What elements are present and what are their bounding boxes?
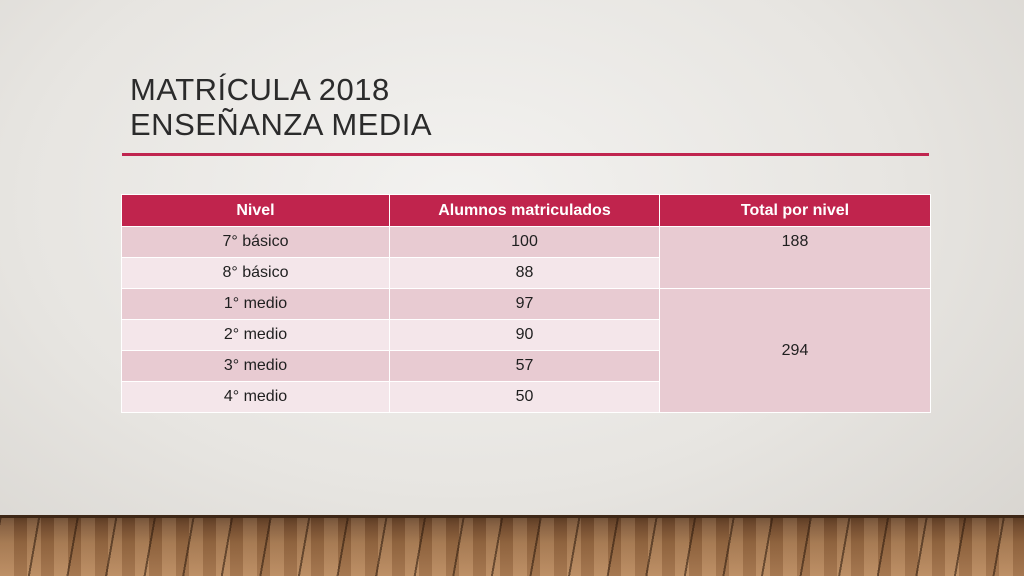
table-row: 3° medio 57 <box>121 350 931 382</box>
cell-nivel: 8° básico <box>121 257 390 289</box>
cell-total-medio: 294 <box>659 288 931 413</box>
header-nivel: Nivel <box>121 194 390 227</box>
cell-alumnos: 88 <box>389 257 660 289</box>
table-row: 7° básico 100 188 <box>121 226 931 289</box>
cell-total-basico: 188 <box>659 226 931 289</box>
table-header-row: Nivel Alumnos matriculados Total por niv… <box>121 194 931 227</box>
header-alumnos: Alumnos matriculados <box>389 194 660 227</box>
cell-nivel: 1° medio <box>121 288 390 320</box>
floor-planks <box>0 515 1024 576</box>
cell-alumnos: 57 <box>389 350 660 382</box>
table-row: 1° medio 97 294 <box>121 288 931 413</box>
floor-edge <box>0 515 1024 518</box>
title-line-1: Matrícula 2018 <box>130 72 390 107</box>
enrollment-table-container: Nivel Alumnos matriculados Total por niv… <box>121 194 931 413</box>
cell-nivel: 4° medio <box>121 381 390 413</box>
enrollment-table: Nivel Alumnos matriculados Total por niv… <box>121 194 931 413</box>
cell-alumnos: 90 <box>389 319 660 351</box>
header-total: Total por nivel <box>659 194 931 227</box>
table-row: 8° básico 88 <box>121 257 931 289</box>
cell-nivel: 2° medio <box>121 319 390 351</box>
table-row: 4° medio 50 <box>121 381 931 413</box>
slide-title: Matrícula 2018 Enseñanza Media <box>130 72 432 142</box>
wood-floor-decoration <box>0 515 1024 576</box>
cell-alumnos: 100 <box>389 226 660 258</box>
cell-nivel: 3° medio <box>121 350 390 382</box>
cell-alumnos: 97 <box>389 288 660 320</box>
title-underline <box>122 153 929 156</box>
cell-alumnos: 50 <box>389 381 660 413</box>
title-line-2: Enseñanza Media <box>130 107 433 142</box>
cell-nivel: 7° básico <box>121 226 390 258</box>
